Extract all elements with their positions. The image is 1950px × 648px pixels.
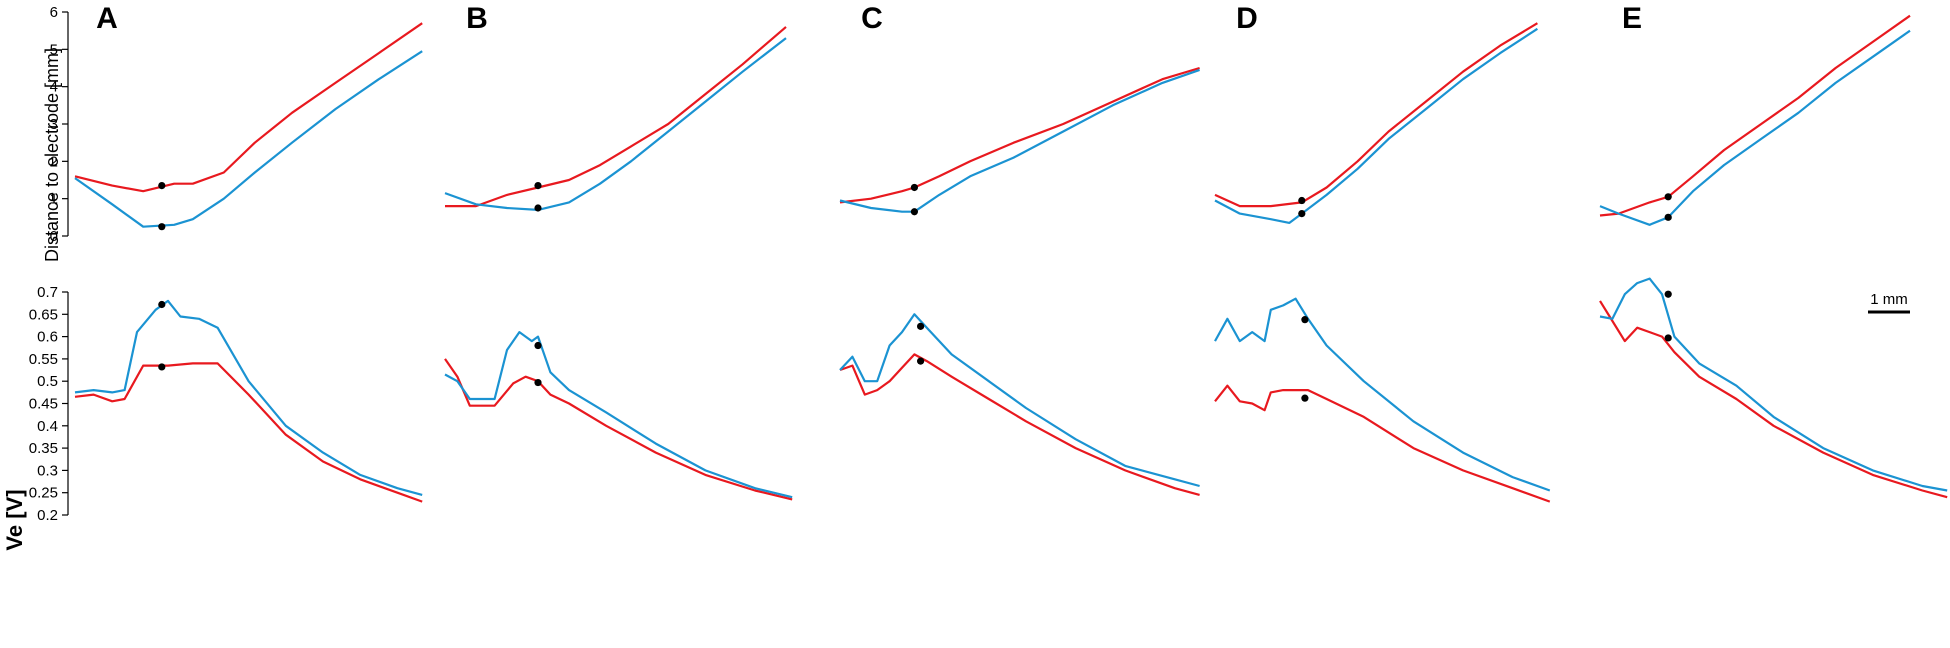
y-tick-label: 0.25 xyxy=(29,485,58,502)
blue-series-line xyxy=(74,50,423,228)
red-series-line xyxy=(1214,384,1551,503)
y-tick-label: 3 xyxy=(50,116,58,133)
blue-series-line xyxy=(1214,297,1551,492)
y-tick-label: 0.45 xyxy=(29,396,58,413)
red-series-line xyxy=(1214,22,1538,208)
red-series-line xyxy=(74,362,423,503)
panel-c-bottom xyxy=(839,313,1200,496)
y-tick-label: 0.5 xyxy=(37,373,58,390)
data-point-marker xyxy=(1664,213,1672,221)
red-series-line xyxy=(1599,14,1911,217)
red-series-line xyxy=(839,353,1200,496)
data-point-marker xyxy=(917,322,925,330)
blue-series-line xyxy=(444,37,787,211)
panel-b-top: B xyxy=(444,2,787,212)
panel-a-top: A xyxy=(74,2,423,231)
data-point-marker xyxy=(917,357,925,365)
bottom-y-axis-label: Ve [V] xyxy=(2,489,27,550)
y-tick-label: 6 xyxy=(50,4,58,21)
blue-series-line xyxy=(444,331,793,499)
blue-series-line xyxy=(839,313,1200,488)
panel-e-bottom xyxy=(1599,277,1948,499)
panels: A B C D E xyxy=(74,2,1948,503)
y-tick-label: 1 xyxy=(50,191,58,208)
data-point-marker xyxy=(534,182,542,190)
panel-e-top: E xyxy=(1599,2,1911,226)
panel-letter: A xyxy=(96,2,118,35)
data-point-marker xyxy=(158,223,166,231)
blue-series-line xyxy=(74,299,423,496)
data-point-marker xyxy=(1664,290,1672,298)
data-point-marker xyxy=(534,204,542,212)
top-y-axis-label: Distance to electrode [mm] xyxy=(42,48,62,262)
data-point-marker xyxy=(910,183,919,192)
y-tick-label: 0.2 xyxy=(37,507,58,524)
data-point-marker xyxy=(1298,210,1306,218)
red-series-line xyxy=(74,22,423,193)
data-point-marker xyxy=(1301,316,1309,324)
data-point-marker xyxy=(534,378,542,387)
panel-a-bottom xyxy=(74,299,423,503)
red-series-line xyxy=(839,66,1200,204)
panel-b-bottom xyxy=(444,331,793,501)
data-point-marker xyxy=(534,341,542,350)
blue-series-line xyxy=(839,68,1200,213)
blue-series-line xyxy=(1599,29,1911,226)
data-point-marker xyxy=(1298,196,1306,205)
red-series-line xyxy=(445,26,787,208)
data-point-marker xyxy=(158,300,166,309)
panel-letter: E xyxy=(1622,2,1642,35)
scale-bar-label: 1 mm xyxy=(1870,291,1908,308)
y-tick-label: 5 xyxy=(50,41,58,58)
red-series-line xyxy=(1599,300,1948,499)
y-tick-label: 4 xyxy=(50,79,58,96)
data-point-marker xyxy=(1664,193,1672,201)
y-tick-label: 0.7 xyxy=(37,284,58,301)
y-tick-label: 0.3 xyxy=(37,462,58,479)
data-point-marker xyxy=(158,182,166,190)
y-tick-label: 2 xyxy=(50,153,58,170)
bottom-y-axis: 0.2 0.25 0.3 0.35 0.4 0.45 0.5 0.55 0.6 0.65 0.7 xyxy=(29,284,69,524)
blue-series-line xyxy=(1214,27,1539,224)
y-tick-label: 0 xyxy=(50,228,58,245)
y-tick-label: 0.6 xyxy=(37,329,58,346)
data-point-marker xyxy=(910,208,919,216)
panel-c-top: C xyxy=(839,2,1200,216)
y-tick-label: 0.65 xyxy=(29,306,58,323)
blue-series-line xyxy=(1599,277,1948,492)
panel-letter: C xyxy=(861,2,883,35)
red-series-line xyxy=(444,358,793,501)
top-y-axis: 0 1 2 3 4 5 6 xyxy=(50,4,69,245)
y-tick-label: 0.4 xyxy=(37,418,58,435)
panel-d-bottom xyxy=(1214,297,1551,503)
y-tick-label: 0.55 xyxy=(29,351,58,368)
data-point-marker xyxy=(1301,394,1309,402)
data-point-marker xyxy=(1664,334,1672,342)
panel-d-top: D xyxy=(1214,2,1539,224)
data-point-marker xyxy=(158,363,166,371)
panel-letter: B xyxy=(466,2,488,35)
y-tick-label: 0.35 xyxy=(29,440,58,457)
panel-letter: D xyxy=(1236,2,1258,35)
